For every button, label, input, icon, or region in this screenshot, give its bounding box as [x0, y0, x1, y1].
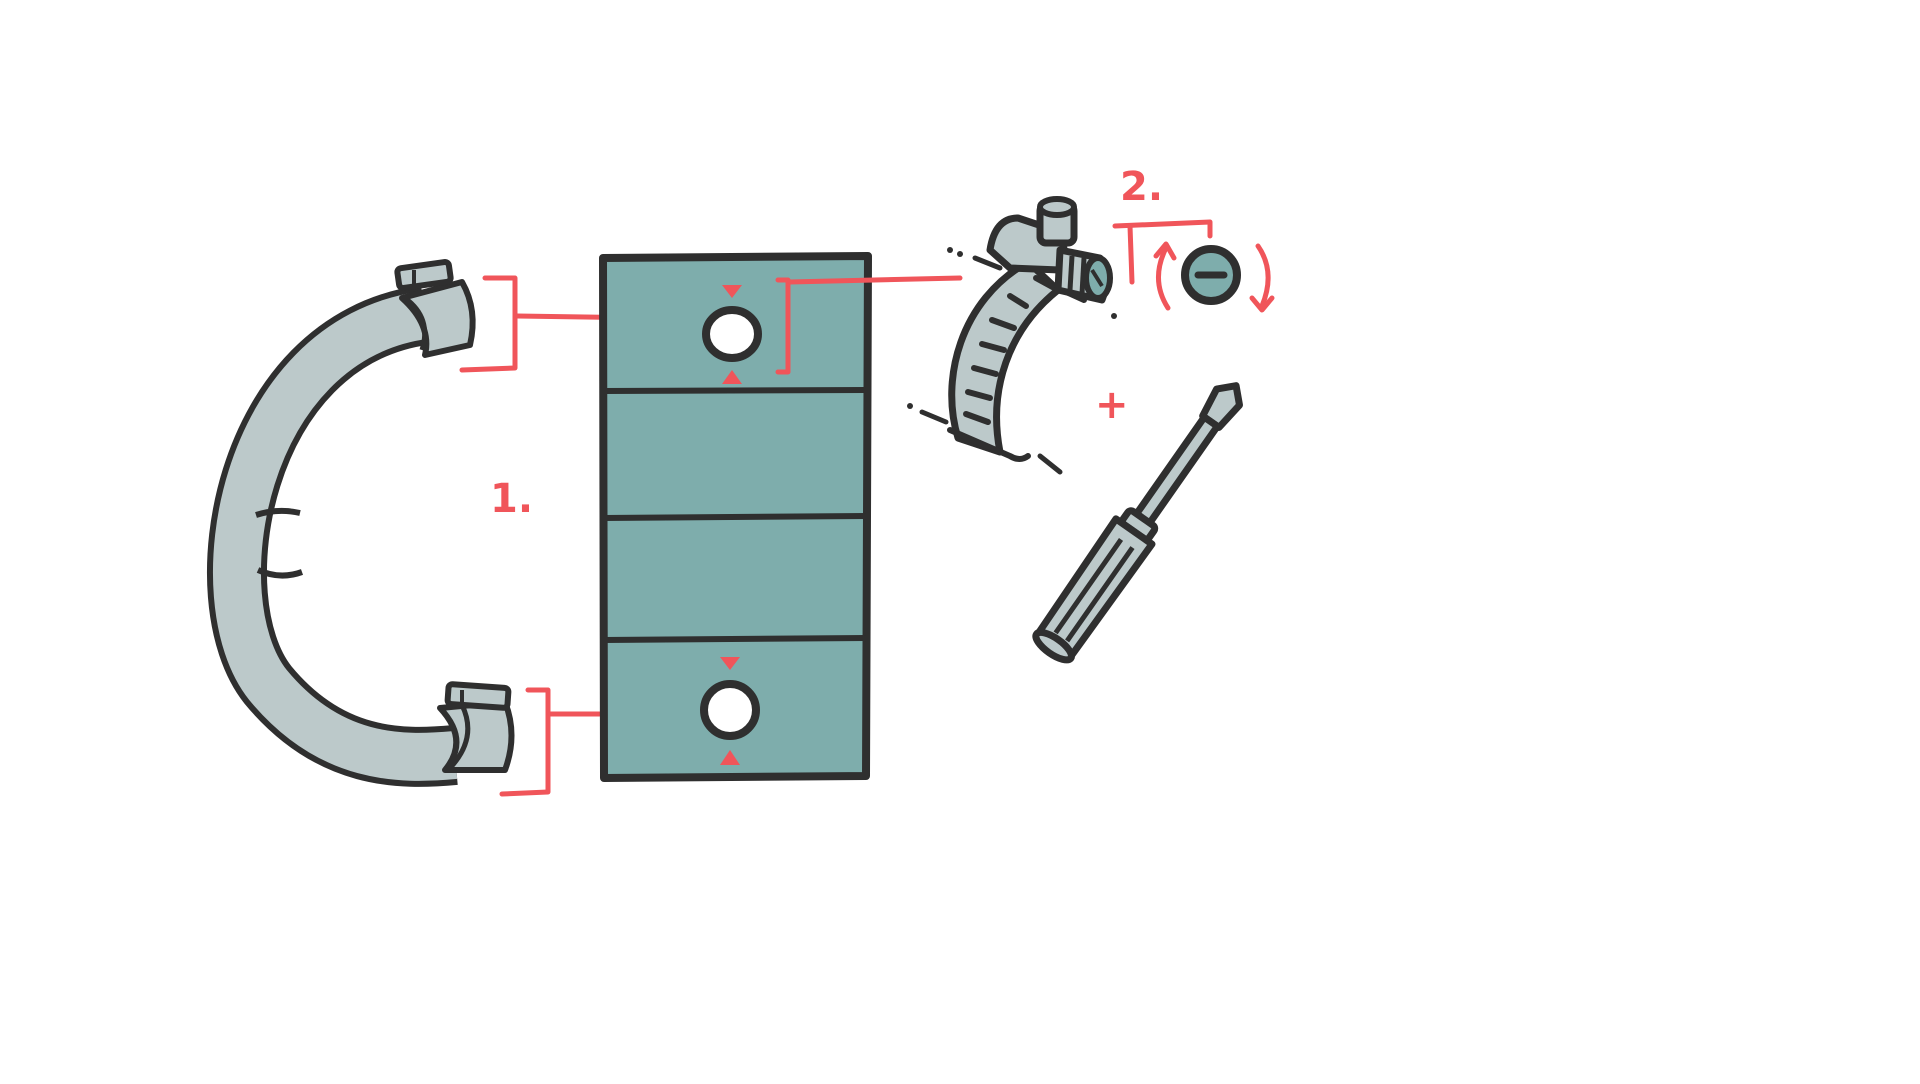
hose-clamp-icon — [907, 196, 1117, 475]
flathead-screwdriver-icon — [1032, 382, 1244, 664]
slotted-screw-head-icon — [1181, 245, 1241, 305]
rotate-clockwise-icon — [1249, 243, 1275, 313]
screw-callout-bracket — [1112, 219, 1213, 285]
step-2-label: 2. — [1120, 164, 1163, 210]
step-1-label: 1. — [490, 476, 533, 522]
radiator-panel-icon — [599, 252, 872, 782]
hose-bottom-clamp — [437, 681, 515, 773]
hose-top-clamp — [394, 258, 476, 358]
plus-sign: + — [1095, 382, 1129, 428]
radiator-inlet-top — [702, 285, 762, 384]
curved-hose-icon — [206, 258, 515, 787]
rotate-counterclockwise-icon — [1153, 241, 1177, 311]
inlet-to-clamp-connector — [775, 275, 963, 375]
radiator-inlet-bottom — [700, 657, 760, 765]
